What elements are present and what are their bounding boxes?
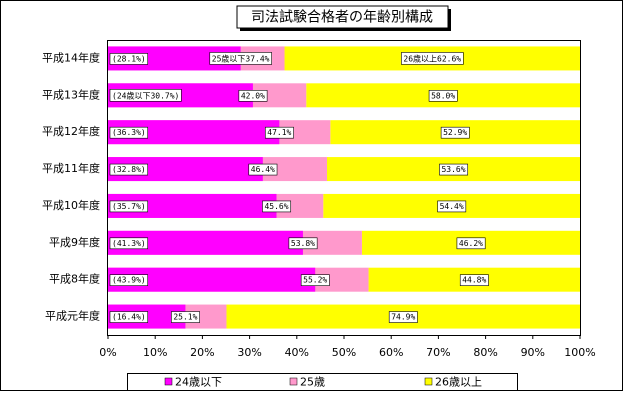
data-label-box (456, 237, 486, 250)
data-label-box (109, 200, 149, 213)
data-label: 42.0% (241, 91, 265, 100)
data-label-box (109, 89, 182, 102)
data-label: (16.4%) (112, 313, 146, 322)
data-label-box (300, 274, 330, 286)
data-label-box (109, 237, 149, 250)
data-label-box (288, 237, 318, 250)
x-tick-label: 20% (190, 346, 214, 359)
data-label: 58.0% (431, 91, 455, 100)
data-label: 46.2% (459, 239, 483, 248)
data-label: (35.7%) (112, 202, 146, 211)
data-label-box (262, 200, 292, 213)
y-tick-label: 平成10年度 (42, 198, 100, 212)
data-label-box (109, 126, 149, 139)
legend-swatch (424, 377, 433, 386)
data-label: 54.4% (440, 202, 464, 211)
y-tick-label: 平成8年度 (49, 272, 100, 286)
data-label: 25.1% (173, 313, 197, 322)
x-tick-label: 80% (473, 346, 497, 359)
x-tick-label: 100% (564, 346, 595, 359)
title-box (236, 5, 449, 29)
data-label-box (439, 163, 469, 176)
x-tick-label: 30% (237, 346, 261, 359)
legend-label: 26歳以上 (435, 376, 482, 389)
legend-label: 24歳以下 (175, 376, 222, 389)
data-label: (32.8%) (112, 165, 146, 174)
data-label: 52.9% (443, 128, 467, 137)
x-tick-label: 50% (332, 346, 356, 359)
legend-label: 25歳 (300, 376, 325, 389)
x-tick-label: 70% (426, 346, 450, 359)
x-tick-label: 0% (99, 346, 116, 359)
data-label: (41.3%) (112, 239, 146, 248)
data-label-box (459, 274, 489, 286)
data-label: 45.6% (264, 202, 288, 211)
data-label-box (109, 311, 149, 323)
data-label: (36.3%) (112, 128, 146, 137)
data-label: (28.1%) (112, 54, 146, 63)
data-label-box (109, 53, 149, 65)
data-label-box (428, 90, 458, 102)
y-tick-label: 平成9年度 (49, 235, 100, 249)
data-label: 74.9% (391, 313, 415, 322)
data-label-box (264, 126, 294, 139)
legend-swatch (289, 377, 298, 386)
data-label-box (388, 311, 418, 323)
data-label: 26歳以上62.6% (403, 53, 461, 63)
legend-swatch (164, 377, 173, 386)
data-label-box (238, 90, 268, 102)
data-label: 44.8% (462, 276, 486, 285)
x-tick-label: 10% (143, 346, 167, 359)
data-label: (24歳以下30.7%) (112, 90, 179, 100)
data-label: 53.6% (441, 165, 465, 174)
data-label-box (437, 200, 467, 213)
y-tick-label: 平成13年度 (42, 87, 100, 101)
data-label: 53.8% (291, 239, 315, 248)
y-tick-label: 平成元年度 (45, 309, 100, 323)
data-label: 25歳以下37.4% (212, 53, 270, 63)
data-label-box (209, 52, 272, 65)
y-tick-label: 平成11年度 (42, 161, 100, 175)
data-label-box (109, 274, 149, 286)
data-label-box (248, 163, 278, 176)
data-label: 46.4% (251, 165, 275, 174)
data-label-box (171, 311, 200, 323)
x-tick-label: 60% (379, 346, 403, 359)
x-tick-label: 40% (285, 346, 309, 359)
data-label: (43.9%) (112, 276, 146, 285)
x-tick-label: 90% (521, 346, 545, 359)
data-label-box (109, 163, 149, 176)
data-label-box (401, 52, 464, 65)
data-label-box (440, 126, 470, 139)
y-tick-label: 平成14年度 (42, 50, 100, 64)
chart-title: 司法試験合格者の年齢別構成 (251, 10, 433, 26)
y-tick-label: 平成12年度 (42, 124, 100, 138)
data-label: 55.2% (303, 276, 327, 285)
data-label: 47.1% (267, 128, 291, 137)
